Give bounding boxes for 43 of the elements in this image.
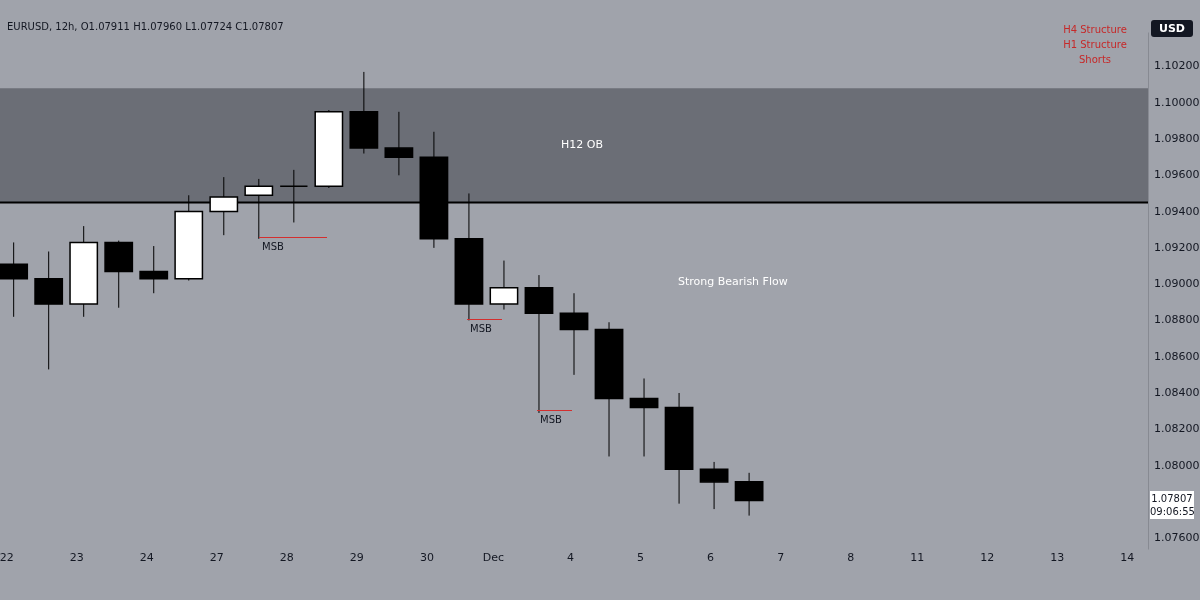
x-tick-label: 7 [777, 550, 785, 564]
x-tick-label: 23 [69, 550, 84, 564]
annotation: H4 Structure [1062, 23, 1128, 37]
y-tick-label: 1.08200 [1154, 422, 1200, 436]
x-tick-label: 4 [567, 550, 574, 564]
x-tick-label: 14 [1120, 550, 1135, 564]
x-tick-label: 27 [209, 550, 224, 564]
x-tick-label: 22 [0, 550, 14, 564]
x-tick-label: 13 [1050, 550, 1065, 564]
annotation: H1 Structure [1062, 38, 1128, 52]
x-tick-label: 28 [279, 550, 294, 564]
x-tick-label: Dec [482, 550, 504, 564]
y-tick-label: 1.08800 [1154, 313, 1200, 327]
candlestick [139, 245, 169, 294]
y-tick-label: 1.09800 [1154, 132, 1200, 146]
y-tick-label: 1.09200 [1154, 240, 1200, 254]
x-tick-label: 5 [637, 550, 645, 564]
annotation: MSB [539, 414, 562, 425]
y-tick-label: 1.08600 [1154, 349, 1200, 363]
x-tick-label: 24 [139, 550, 154, 564]
y-tick-label: 1.08400 [1154, 385, 1200, 399]
candlestick [629, 377, 659, 457]
x-tick-label: 29 [349, 550, 364, 564]
annotation: MSB [469, 323, 492, 334]
y-axis-title: USD [1151, 20, 1193, 37]
y-tick-label: 1.08000 [1154, 458, 1200, 472]
annotation: Strong Bearish Flow [678, 275, 788, 288]
y-tick-label: 1.09400 [1154, 204, 1200, 218]
band-label: H12 OB [561, 138, 604, 152]
y-tick-label: 1.10200 [1154, 59, 1200, 73]
x-tick-label: 8 [847, 550, 855, 564]
x-tick-label: 11 [910, 550, 925, 564]
y-tick-label: 1.07600 [1154, 531, 1200, 545]
annotation: Shorts [1077, 53, 1112, 67]
y-tick-label: 1.09600 [1154, 168, 1200, 182]
x-tick-label: 30 [419, 550, 434, 564]
x-tick-label: 12 [980, 550, 995, 564]
y-tick-label: 1.09000 [1154, 277, 1200, 291]
chart-title: EURUSD, 12h, O1.07911 H1.07960 L1.07724 C1.07807 [7, 21, 284, 32]
x-tick-label: 6 [707, 550, 715, 564]
annotation: MSB [261, 241, 284, 252]
text: 1.07807 09:06:55 [1150, 493, 1195, 517]
y-tick-label: 1.10000 [1154, 95, 1200, 109]
